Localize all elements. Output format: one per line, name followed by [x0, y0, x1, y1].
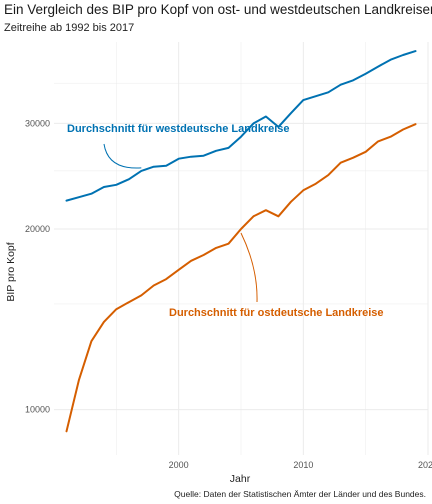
y-axis-title: BIP pro Kopf — [5, 242, 17, 301]
y-tick-label: 20000 — [25, 224, 50, 234]
grid-minor-lines — [54, 42, 428, 455]
x-tick-label: 2000 — [169, 460, 189, 470]
chart-subtitle: Zeitreihe ab 1992 bis 2017 — [4, 22, 135, 34]
x-tick-label: 2020 — [418, 460, 432, 470]
x-axis-ticks: 2000 2010 2020 — [169, 460, 432, 470]
x-tick-label: 2010 — [293, 460, 313, 470]
series-lines — [65, 50, 417, 433]
annotations: Durchschnitt für westdeutsche Landkreise… — [67, 123, 384, 319]
series-line-east — [65, 123, 417, 433]
annotation-label-east: Durchschnitt für ostdeutsche Landkreise — [169, 307, 384, 319]
series-line-west — [65, 50, 417, 202]
annotation-leader-west — [103, 143, 142, 169]
x-axis-title: Jahr — [230, 473, 251, 485]
y-tick-label: 30000 — [25, 118, 50, 128]
chart-title: Ein Vergleich des BIP pro Kopf von ost- … — [4, 2, 432, 17]
annotation-leader-east — [240, 232, 258, 303]
annotation-label-west: Durchschnitt für westdeutsche Landkreise — [67, 123, 290, 135]
chart-caption: Quelle: Daten der Statistischen Ämter de… — [174, 489, 426, 499]
y-axis-ticks: 10000 20000 30000 — [25, 118, 50, 414]
y-tick-label: 10000 — [25, 405, 50, 415]
